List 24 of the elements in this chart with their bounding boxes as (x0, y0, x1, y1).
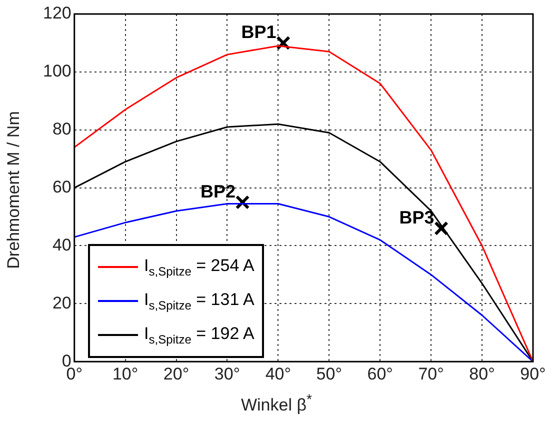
x-tick-label: 80° (469, 364, 495, 384)
annotation: BP3 (399, 207, 434, 228)
annotation: BP1 (241, 22, 276, 42)
y-tick-label: 20 (52, 293, 72, 312)
x-tick-label: 40° (265, 364, 292, 384)
legend-label: I$_{s,Spitze}$ = 192 A (144, 324, 254, 346)
annotation: BP2 (200, 181, 236, 202)
x-tick-label: 60° (367, 364, 393, 384)
x-tick-label: 30° (214, 364, 240, 384)
y-tick-label: 80 (52, 120, 72, 139)
legend-label: I$_{s,Spitze}$ = 131 A (144, 290, 254, 312)
x-tick-label: 50° (316, 364, 342, 384)
x-tick-label: 10° (112, 364, 138, 384)
x-tick-label: 20° (163, 364, 190, 384)
x-axis-title: Winkel β$^{*}$ (240, 392, 314, 416)
y-tick-label: 100 (42, 62, 72, 81)
y-tick-label: 60 (52, 177, 72, 196)
y-tick-label: 120 (42, 4, 72, 23)
y-tick-label: 40 (52, 235, 72, 254)
y-axis-title: Drehmoment M / Nm (4, 111, 24, 269)
point (434, 221, 448, 236)
x-tick-label: 90° (520, 364, 546, 384)
x-tick-label: 70° (418, 364, 444, 384)
legend-label: I$_{s,Spitze}$ = 254 A (144, 256, 254, 278)
